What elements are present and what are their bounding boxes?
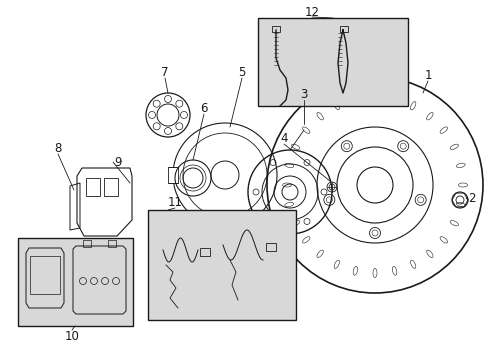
Text: 2: 2: [468, 192, 475, 204]
Text: 8: 8: [54, 141, 61, 154]
Bar: [30, 256, 60, 294]
Text: 11: 11: [167, 195, 182, 208]
Bar: [339, 26, 347, 32]
Bar: [18, 238, 133, 326]
Bar: [258, 18, 407, 106]
Bar: [271, 26, 280, 32]
Text: 6: 6: [200, 102, 207, 114]
Text: 4: 4: [280, 131, 287, 144]
Text: 9: 9: [114, 156, 122, 168]
Text: 10: 10: [64, 329, 79, 342]
Text: 1: 1: [424, 68, 431, 81]
Text: 12: 12: [304, 5, 319, 18]
Text: 5: 5: [238, 66, 245, 78]
Bar: [168, 167, 178, 183]
Text: 3: 3: [300, 87, 307, 100]
Bar: [86, 178, 100, 196]
Bar: [104, 178, 118, 196]
Bar: [200, 248, 209, 256]
Bar: [265, 243, 275, 251]
Bar: [83, 240, 91, 247]
Bar: [148, 210, 295, 320]
Text: 7: 7: [161, 66, 168, 78]
Bar: [108, 240, 116, 247]
